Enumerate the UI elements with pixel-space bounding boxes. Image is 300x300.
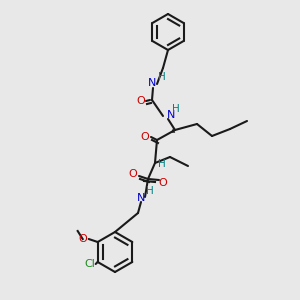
Text: O: O (141, 132, 149, 142)
Text: H: H (146, 186, 154, 196)
Text: H: H (158, 72, 166, 82)
Text: O: O (159, 178, 167, 188)
Text: N: N (137, 193, 145, 203)
Text: Cl: Cl (84, 259, 95, 269)
Text: O: O (78, 234, 87, 244)
Text: O: O (136, 96, 146, 106)
Text: N: N (148, 78, 156, 88)
Text: H: H (172, 104, 180, 114)
Text: H: H (158, 159, 166, 169)
Text: O: O (129, 169, 137, 179)
Text: ▲: ▲ (171, 128, 175, 134)
Text: N: N (167, 110, 176, 120)
